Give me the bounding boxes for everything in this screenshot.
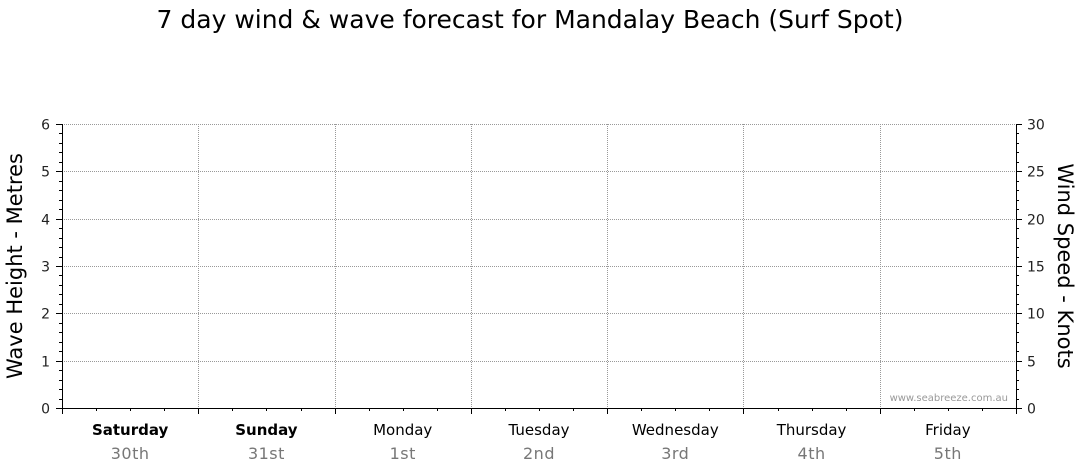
left-axis-label: Wave Height - Metres [3,153,27,379]
day-date-label: 30th [111,444,150,463]
left-tick-label: 3 [41,260,50,276]
right-tick-label: 5 [1027,355,1036,371]
left-axis-ticks: 0 1 2 3 4 5 6 [41,118,62,418]
left-tick-label: 2 [41,307,50,323]
right-tick-label: 20 [1027,213,1045,229]
right-tick-label: 30 [1027,118,1045,134]
left-tick-label: 4 [41,213,50,229]
day-date-label: 31st [248,444,285,463]
right-axis-ticks: 0 5 10 15 20 25 30 [1016,118,1045,418]
axes [62,124,1017,414]
day-date-label: 5th [934,444,962,463]
day-name-label: Saturday [92,421,169,439]
day-date-label: 4th [798,444,826,463]
right-tick-label: 25 [1027,165,1045,181]
left-tick-label: 0 [41,402,50,418]
day-name-label: Friday [925,421,971,439]
day-name-label: Thursday [776,421,847,439]
right-axis-label: Wind Speed - Knots [1053,163,1077,368]
left-tick-label: 6 [41,118,50,134]
left-tick-label: 5 [41,165,50,181]
right-tick-label: 15 [1027,260,1045,276]
day-date-label: 1st [390,444,416,463]
grid-lines [62,124,1016,408]
day-name-label: Tuesday [507,421,569,439]
watermark: www.seabreeze.com.au [890,393,1008,404]
left-tick-label: 1 [41,355,50,371]
right-tick-label: 10 [1027,307,1045,323]
day-name-label: Monday [373,421,432,439]
day-name-label: Wednesday [632,421,719,439]
day-date-label: 3rd [661,444,689,463]
right-tick-label: 0 [1027,402,1036,418]
day-name-label: Sunday [235,421,298,439]
chart-title: 7 day wind & wave forecast for Mandalay … [156,5,904,34]
day-date-label: 2nd [523,444,555,463]
day-labels: Saturday 30th Sunday 31st Monday 1st Tuesday 2n… [92,421,971,463]
